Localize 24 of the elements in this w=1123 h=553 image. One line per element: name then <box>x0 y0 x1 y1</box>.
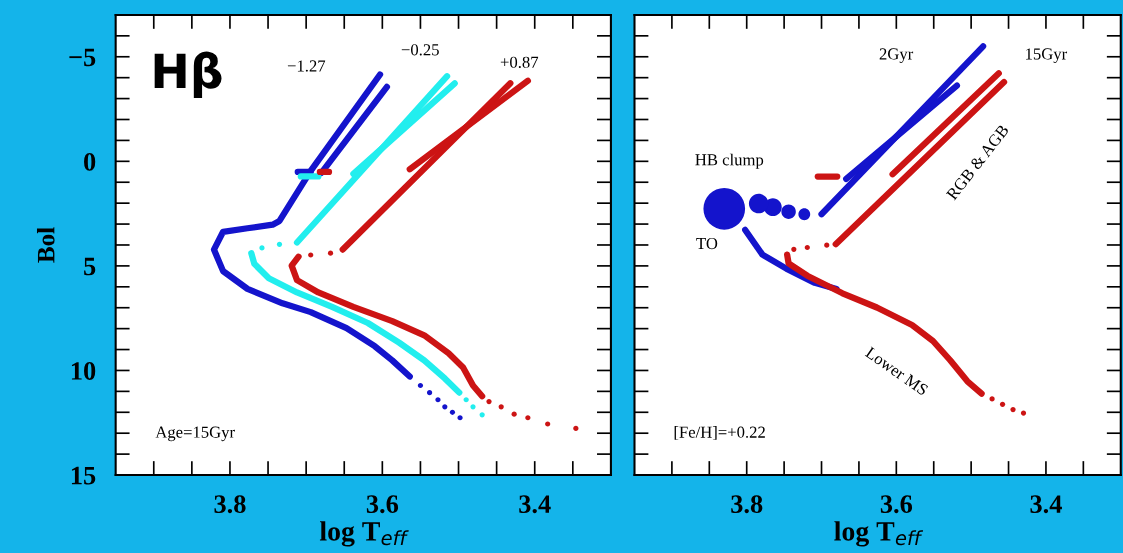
y-tick-label: 10 <box>71 362 96 380</box>
annotation: Age=15Gyr <box>155 426 235 442</box>
x-tick-label: 3.6 <box>880 495 913 514</box>
x-tick-label: 3.6 <box>366 495 399 514</box>
annotation: TO <box>696 237 718 250</box>
annotation: 15Gyr <box>1026 48 1068 63</box>
x-tick-label: 3.8 <box>731 495 763 514</box>
y-tick-label: 0 <box>84 152 96 171</box>
y-tick-label: 5 <box>84 257 96 276</box>
y-axis-title: Bol <box>36 227 55 263</box>
annotation: [Fe/H]=+0.22 <box>674 426 765 440</box>
annotation: Hβ <box>154 51 222 98</box>
annotation: 2Gyr <box>879 48 914 63</box>
annotation: −1.27 <box>287 60 326 72</box>
y-tick-label: −5 <box>69 48 96 67</box>
x-tick-label: 3.4 <box>1030 495 1062 514</box>
y-tick-label: 15 <box>71 466 96 485</box>
annotation: HB clump <box>695 153 764 169</box>
x-axis-title: log T$_{eff}$ <box>834 521 924 547</box>
x-axis-title: log T$_{eff}$ <box>319 521 409 547</box>
annotation: −0.25 <box>401 44 439 56</box>
x-tick-label: 3.4 <box>519 495 551 514</box>
x-tick-label: 3.8 <box>214 495 246 514</box>
annotation: +0.87 <box>500 56 539 68</box>
